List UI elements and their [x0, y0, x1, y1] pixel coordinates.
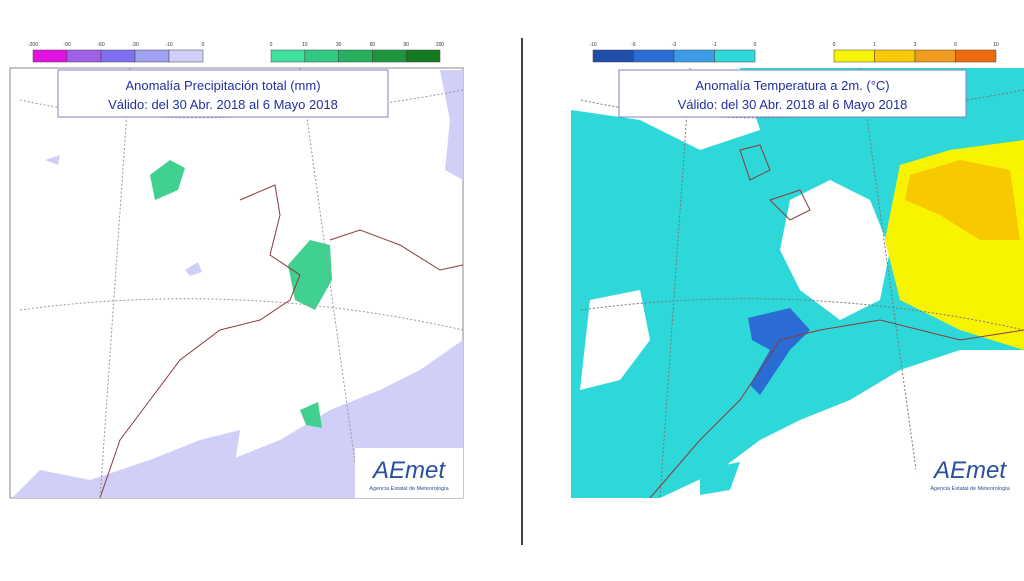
- coastline: [649, 319, 1024, 499]
- anomaly-area: [905, 160, 1020, 240]
- coastline: [99, 184, 301, 499]
- logo-caption: Agencia Estatal de Meteorología: [369, 486, 449, 492]
- legend-label: -10: [589, 42, 596, 48]
- anomaly-area: [185, 262, 202, 276]
- map-subtitle: Válido: del 30 Abr. 2018 al 6 Mayo 2018: [678, 97, 908, 112]
- anomaly-area: [300, 402, 322, 428]
- legend-swatch: [270, 49, 306, 63]
- legend-swatch: [633, 49, 675, 63]
- anomaly-area: [288, 240, 332, 310]
- logo: AEmet: [932, 457, 1007, 484]
- legend-label: -200: [28, 42, 38, 48]
- title-box: [57, 69, 389, 118]
- legend-swatch: [714, 49, 756, 63]
- legend-label: 10: [302, 42, 308, 48]
- anomaly-area: [12, 430, 240, 498]
- legend-label: 10: [993, 42, 999, 48]
- legend-label: -60: [97, 42, 104, 48]
- legend-label: 0: [270, 42, 273, 48]
- temperature-map: [571, 67, 1024, 499]
- legend-swatch: [100, 49, 136, 63]
- legend-swatch: [833, 49, 875, 63]
- legend-swatch: [304, 49, 339, 63]
- legend-swatch: [338, 49, 373, 63]
- logo-box: [355, 448, 463, 498]
- legend-swatch: [874, 49, 916, 63]
- legend-label: 30: [336, 42, 342, 48]
- legend-label: 1: [873, 42, 876, 48]
- legend-swatch: [66, 49, 102, 63]
- coastline: [739, 144, 811, 221]
- legend-swatch: [914, 49, 956, 63]
- logo-box: [916, 448, 1024, 498]
- legend-label: -10: [165, 42, 172, 48]
- legend-swatch: [32, 49, 68, 63]
- legend-label: -30: [131, 42, 138, 48]
- land-neutral: [780, 180, 890, 320]
- legend-label: 0: [202, 42, 205, 48]
- precipitation-map: [9, 67, 464, 499]
- logo-caption: Agencia Estatal de Meteorología: [930, 486, 1010, 492]
- legend-swatch: [673, 49, 715, 63]
- legend-label: 200: [436, 42, 445, 48]
- logo: AEmet: [371, 457, 446, 484]
- legend-label: 3: [914, 42, 917, 48]
- anomaly-area: [748, 308, 810, 395]
- legend-swatch: [955, 49, 997, 63]
- map-title: Anomalía Temperatura a 2m. (°C): [695, 78, 889, 93]
- anomaly-area: [45, 155, 60, 165]
- coastline: [329, 229, 464, 271]
- anomaly-area: [150, 160, 185, 200]
- legend-label: 0: [754, 42, 757, 48]
- ocean-neutral: [580, 290, 650, 390]
- legend-label: -3: [672, 42, 677, 48]
- legend-label: -90: [63, 42, 70, 48]
- legend-label: 6: [954, 42, 957, 48]
- anomaly-area: [700, 462, 740, 495]
- title-box: [618, 69, 967, 118]
- legend-swatch: [134, 49, 170, 63]
- legend-label: -1: [712, 42, 717, 48]
- map-title: Anomalía Precipitación total (mm): [125, 78, 320, 93]
- legend-label: 90: [403, 42, 409, 48]
- legend-label: 60: [370, 42, 376, 48]
- legend-swatch: [405, 49, 441, 63]
- legend-swatch: [372, 49, 407, 63]
- anomaly-area: [440, 70, 463, 180]
- legend-swatch: [168, 49, 204, 63]
- map-subtitle: Válido: del 30 Abr. 2018 al 6 Mayo 2018: [108, 97, 338, 112]
- legend-label: 0: [833, 42, 836, 48]
- legend-swatch: [592, 49, 634, 63]
- legend-label: -6: [631, 42, 636, 48]
